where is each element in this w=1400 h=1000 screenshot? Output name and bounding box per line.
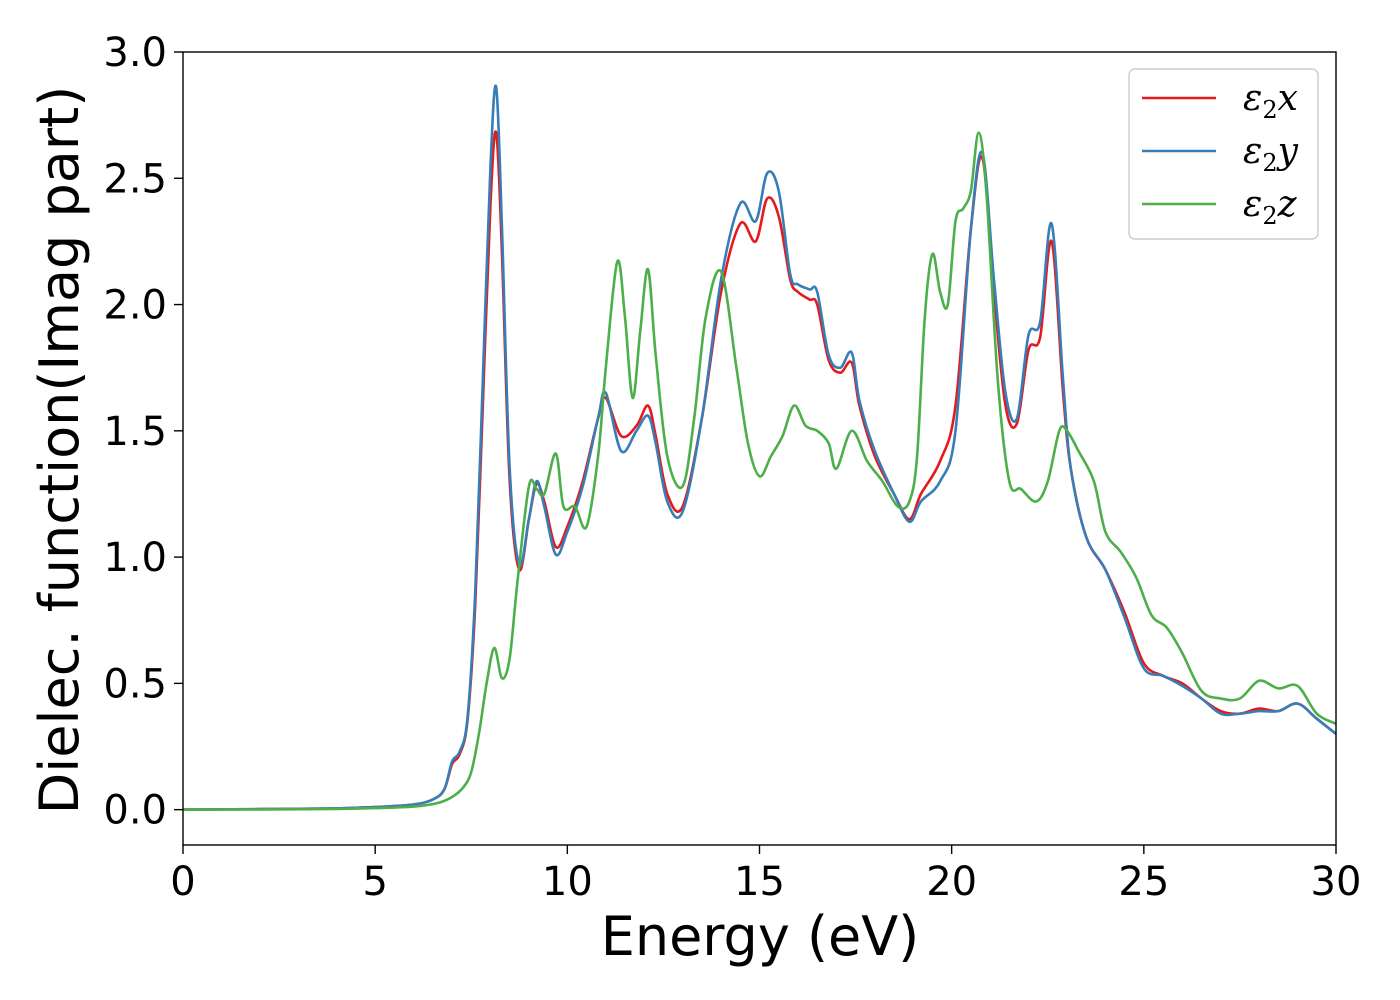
y-tick-label: 2.0 xyxy=(103,283,167,329)
y-tick-label: 3.0 xyxy=(103,30,167,76)
series-line-z xyxy=(183,131,1336,811)
series-line-y xyxy=(183,84,1336,811)
x-tick-label: 25 xyxy=(1118,859,1169,905)
plot-area xyxy=(183,84,1336,811)
legend-box xyxy=(1128,68,1319,240)
y-axis-label: Dielec. function(Imag part) xyxy=(28,86,91,815)
x-tick-label: 5 xyxy=(362,859,387,905)
x-tick-label: 20 xyxy=(926,859,977,905)
legend-label-x: ε2x xyxy=(1243,78,1298,124)
legend-label-y: ε2y xyxy=(1243,131,1299,177)
x-tick-label: 30 xyxy=(1311,859,1362,905)
y-tick-label: 2.5 xyxy=(103,156,167,202)
x-axis-label: Energy (eV) xyxy=(601,905,920,968)
y-tick-label: 1.0 xyxy=(103,535,167,581)
x-tick-label: 10 xyxy=(542,859,593,905)
x-tick-label: 15 xyxy=(734,859,785,905)
legend-label-z: ε2z xyxy=(1243,184,1298,230)
legend: ε2x ε2y ε2z xyxy=(1128,68,1319,240)
axes: 0 5 10 15 20 25 30 0.0 0.5 1.0 1.5 2.0 2.5 3.0 xyxy=(103,30,1361,905)
y-tick-label: 0.5 xyxy=(103,661,167,707)
y-tick-label: 1.5 xyxy=(103,409,167,455)
y-tick-label: 0.0 xyxy=(103,788,167,834)
x-tick-label: 0 xyxy=(170,859,195,905)
